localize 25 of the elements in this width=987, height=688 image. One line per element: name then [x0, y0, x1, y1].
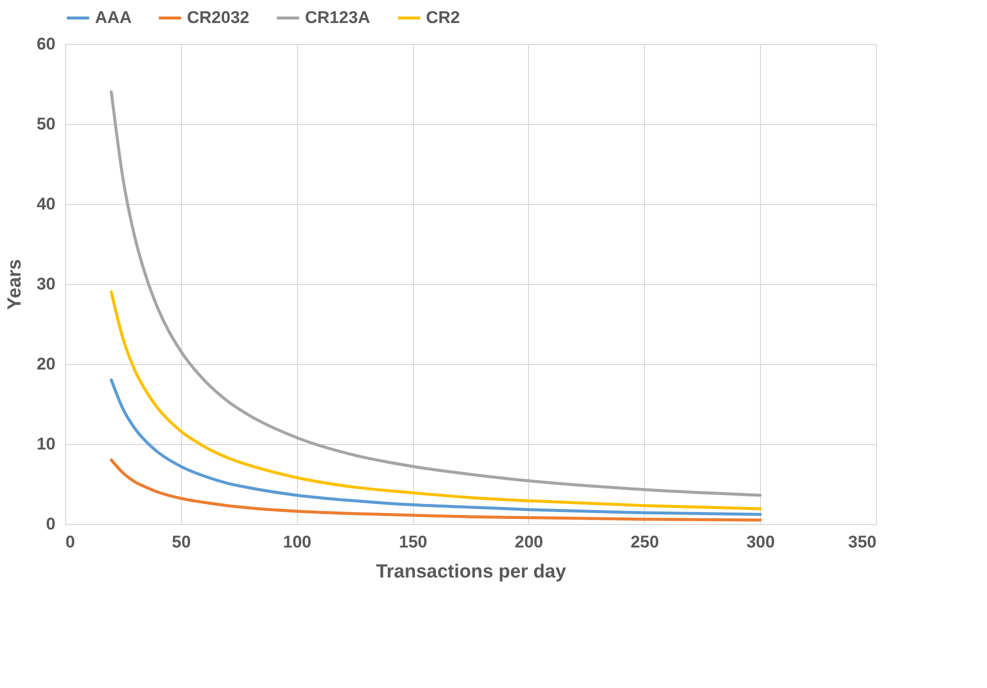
y-tick-label: 10	[36, 434, 56, 454]
x-tick-label: 250	[630, 532, 659, 552]
x-tick-label: 150	[398, 532, 428, 552]
legend-label: CR123A	[305, 8, 370, 27]
y-axis-title: Years	[4, 259, 26, 310]
x-tick-label: 50	[172, 532, 191, 552]
y-tick-label: 40	[36, 194, 56, 214]
x-tick-label: 300	[746, 532, 775, 552]
x-tick-label: 200	[514, 532, 544, 552]
line-series	[110, 378, 762, 516]
x-axis-title: Transactions per day	[376, 562, 566, 582]
line-series	[110, 290, 762, 510]
x-tick-label: 100	[283, 532, 312, 552]
y-tick-label: 50	[36, 114, 56, 134]
line-series	[110, 458, 762, 522]
x-tick-label: 0	[66, 532, 75, 552]
y-tick-label: 30	[36, 274, 56, 294]
y-tick-label: 0	[46, 514, 56, 534]
y-tick-label: 60	[36, 34, 56, 54]
legend-label: AAA	[95, 8, 132, 27]
line-series	[110, 90, 762, 497]
y-tick-label: 20	[36, 354, 56, 374]
legend-label: CR2	[426, 8, 460, 27]
legend-label: CR2032	[187, 8, 250, 27]
x-tick-label: 350	[848, 532, 876, 552]
